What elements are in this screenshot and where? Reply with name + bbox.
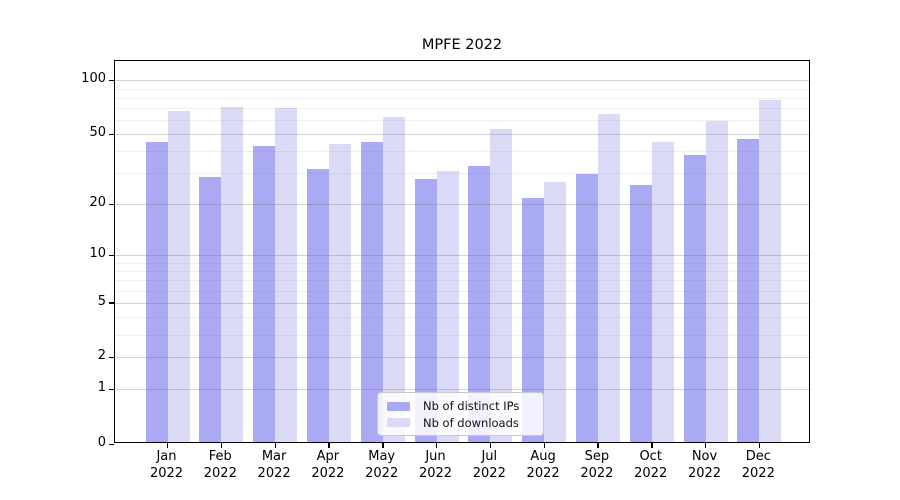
y-tick-label-5: 5 bbox=[97, 293, 106, 309]
legend-label-downloads: Nb of downloads bbox=[423, 415, 519, 430]
minor-gridline-9 bbox=[115, 262, 809, 264]
legend-item-downloads: Nb of downloads bbox=[386, 415, 535, 430]
y-tick-0 bbox=[109, 443, 114, 445]
bar-ips-sep bbox=[575, 173, 598, 442]
chart-title: MPFE 2022 bbox=[421, 37, 503, 53]
minor-gridline-4 bbox=[115, 317, 809, 319]
x-tick-label-nov: Nov 2022 bbox=[687, 449, 722, 481]
y-tick-label-100: 100 bbox=[81, 71, 106, 87]
x-tick-jun bbox=[436, 443, 438, 448]
minor-gridline-6 bbox=[115, 290, 809, 292]
x-tick-mar bbox=[274, 443, 276, 448]
x-tick-label-jun: Jun 2022 bbox=[418, 449, 453, 481]
x-tick-nov bbox=[705, 443, 707, 448]
minor-gridline-7 bbox=[115, 280, 809, 282]
x-tick-label-aug: Aug 2022 bbox=[526, 449, 560, 481]
x-tick-dec bbox=[758, 443, 761, 448]
bar-downloads-mar bbox=[275, 108, 298, 442]
y-tick-label-1: 1 bbox=[97, 380, 106, 396]
y-tick-1 bbox=[109, 388, 114, 391]
major-gridline-1 bbox=[115, 389, 809, 391]
minor-gridline-90 bbox=[115, 88, 809, 90]
bar-ips-apr bbox=[306, 168, 329, 442]
x-tick-label-jul: Jul 2022 bbox=[472, 449, 506, 481]
bar-ips-jun bbox=[414, 179, 437, 442]
x-tick-label-apr: Apr 2022 bbox=[311, 449, 345, 481]
bar-downloads-feb bbox=[221, 107, 244, 442]
minor-gridline-40 bbox=[115, 151, 809, 153]
minor-gridline-8 bbox=[115, 270, 809, 272]
bar-ips-jul bbox=[468, 166, 491, 442]
bar-downloads-jun bbox=[436, 171, 459, 442]
x-tick-sep bbox=[597, 443, 599, 448]
x-tick-aug bbox=[543, 443, 545, 448]
legend-item-ips: Nb of distinct IPs bbox=[386, 399, 535, 414]
minor-gridline-70 bbox=[115, 108, 809, 110]
minor-gridline-60 bbox=[115, 120, 809, 121]
y-tick-10 bbox=[109, 254, 114, 256]
y-tick-label-50: 50 bbox=[89, 125, 106, 141]
legend-swatch-ips bbox=[387, 401, 410, 411]
bar-ips-oct bbox=[629, 185, 652, 442]
x-tick-label-oct: Oct 2022 bbox=[634, 449, 668, 481]
major-gridline-50 bbox=[115, 134, 809, 136]
bar-ips-may bbox=[360, 142, 383, 442]
y-tick-20 bbox=[109, 203, 114, 205]
x-tick-jan bbox=[167, 443, 169, 448]
y-tick-label-2: 2 bbox=[97, 348, 106, 364]
major-gridline-100 bbox=[115, 80, 809, 82]
x-tick-label-may: May 2022 bbox=[365, 449, 399, 481]
bar-downloads-dec bbox=[759, 99, 782, 442]
legend: Nb of distinct IPs Nb of downloads bbox=[377, 392, 544, 436]
x-tick-label-dec: Dec 2022 bbox=[741, 449, 775, 481]
bar-ips-feb bbox=[199, 176, 222, 442]
x-tick-label-feb: Feb 2022 bbox=[203, 449, 237, 481]
y-tick-label-10: 10 bbox=[89, 246, 106, 261]
bar-downloads-aug bbox=[544, 182, 567, 442]
y-tick-label-20: 20 bbox=[89, 195, 106, 211]
bar-ips-jan bbox=[145, 142, 168, 442]
major-gridline-20 bbox=[115, 204, 809, 206]
minor-gridline-3 bbox=[115, 334, 809, 336]
x-tick-apr bbox=[328, 443, 330, 448]
bar-downloads-sep bbox=[597, 114, 620, 442]
plot-area bbox=[109, 60, 810, 448]
major-gridline-5 bbox=[115, 302, 809, 304]
x-tick-oct bbox=[651, 443, 653, 448]
x-tick-label-mar: Mar 2022 bbox=[257, 449, 291, 481]
major-gridline-10 bbox=[115, 255, 809, 256]
minor-gridline-80 bbox=[115, 97, 809, 99]
x-tick-label-sep: Sep 2022 bbox=[580, 449, 614, 481]
bar-downloads-apr bbox=[328, 143, 351, 442]
bar-ips-dec bbox=[737, 138, 760, 442]
minor-gridline-30 bbox=[115, 173, 809, 175]
y-tick-5 bbox=[109, 302, 114, 304]
bar-downloads-jul bbox=[490, 129, 513, 442]
bar-downloads-may bbox=[382, 116, 405, 442]
y-tick-50 bbox=[109, 133, 114, 135]
x-tick-may bbox=[382, 443, 384, 448]
y-tick-2 bbox=[109, 356, 114, 359]
x-tick-label-jan: Jan 2022 bbox=[149, 449, 184, 481]
bar-downloads-jan bbox=[167, 110, 190, 442]
bar-downloads-nov bbox=[705, 120, 728, 442]
major-gridline-2 bbox=[115, 357, 809, 359]
y-tick-100 bbox=[109, 79, 114, 82]
x-tick-jul bbox=[489, 443, 492, 448]
legend-swatch-downloads bbox=[387, 418, 410, 428]
y-tick-label-0: 0 bbox=[97, 435, 106, 450]
x-tick-feb bbox=[220, 443, 223, 448]
bar-ips-nov bbox=[683, 155, 706, 442]
legend-label-ips: Nb of distinct IPs bbox=[423, 399, 520, 414]
bar-downloads-oct bbox=[651, 142, 674, 442]
bar-ips-aug bbox=[522, 198, 545, 442]
bar-ips-mar bbox=[253, 145, 276, 442]
